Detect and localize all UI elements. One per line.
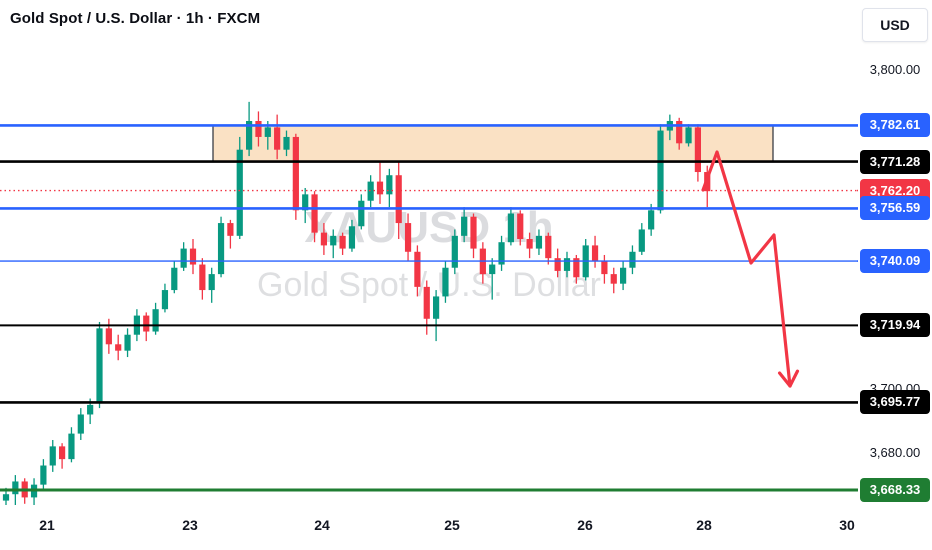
candle [255,111,262,147]
price-label-badge: 3,782.61 [860,113,930,138]
candle [573,254,580,284]
price-axis[interactable]: 3,680.00 3,700.00 3,800.00 USD 3,782.61 3,7… [858,0,932,550]
candle [152,302,159,335]
candle [217,216,225,278]
candle [40,459,47,492]
candle [442,261,449,303]
candle [124,328,131,358]
candle [208,267,215,303]
candle [423,280,430,335]
candle [545,232,552,265]
candle [535,229,543,255]
time-axis-label: 26 [577,517,593,533]
time-axis-label: 30 [839,517,855,533]
candle [199,258,206,300]
candle [507,207,514,246]
candle [292,133,299,220]
candle [330,229,337,259]
price-label-badge: 3,740.09 [860,249,930,274]
candle [246,101,253,157]
candle [629,245,636,275]
price-axis-label: 3,680.00 [869,444,921,460]
time-axis-label: 23 [182,517,198,533]
candle [77,408,84,440]
candle [591,235,599,268]
candle [68,427,75,463]
candle [320,223,327,255]
candle [236,136,243,240]
candle [96,321,103,409]
candle [610,267,617,294]
candle [657,124,664,214]
candle [105,318,112,354]
candle [517,210,524,246]
candle [582,239,589,281]
candle [171,261,178,294]
candle [563,251,571,278]
candle [367,175,374,208]
candle [404,213,412,262]
candle [49,439,56,472]
symbol-title[interactable]: Gold Spot / U.S. Dollar · 1h · FXCM [10,10,261,27]
price-axis-label: 3,800.00 [869,61,921,77]
price-label-badge: 3,719.94 [860,313,930,338]
candle [498,235,505,271]
candle [676,117,683,150]
currency-button[interactable]: USD [862,8,928,42]
price-label-badge: 3,668.33 [860,477,930,502]
candle [638,223,645,255]
candle [302,187,309,224]
time-axis-label: 28 [696,517,712,533]
candle [685,124,692,147]
price-label-badge: 3,695.77 [860,390,930,415]
candle [143,312,150,342]
candle [30,478,38,507]
trend-arrow[interactable] [701,150,800,388]
candle [694,124,701,182]
candle [227,219,234,249]
time-axis[interactable]: 21 23 24 25 26 28 30 [0,505,858,550]
candle [189,239,197,275]
candle [386,168,393,208]
candle [115,334,122,361]
candle [59,443,66,469]
candle [489,258,496,300]
candle [479,242,486,284]
candle [339,232,346,255]
candle [348,219,356,252]
candle [180,242,187,271]
candle [395,162,402,240]
price-label-badge: 3,771.28 [860,149,930,174]
time-axis-label: 25 [444,517,460,533]
candle [433,290,440,342]
candle [358,194,365,230]
candle [601,254,608,284]
candle [470,213,477,259]
candle [311,191,318,243]
candle [376,162,384,204]
candle [451,229,458,275]
price-label-badge: 3,756.59 [860,196,930,221]
time-axis-label: 21 [39,517,55,533]
candle [274,114,281,160]
time-axis-label: 24 [314,517,330,533]
candle [620,261,627,291]
candle [414,245,421,297]
candle [526,232,533,259]
candle [554,248,561,278]
candle [461,207,468,243]
candle [161,283,169,313]
candle [283,130,290,157]
